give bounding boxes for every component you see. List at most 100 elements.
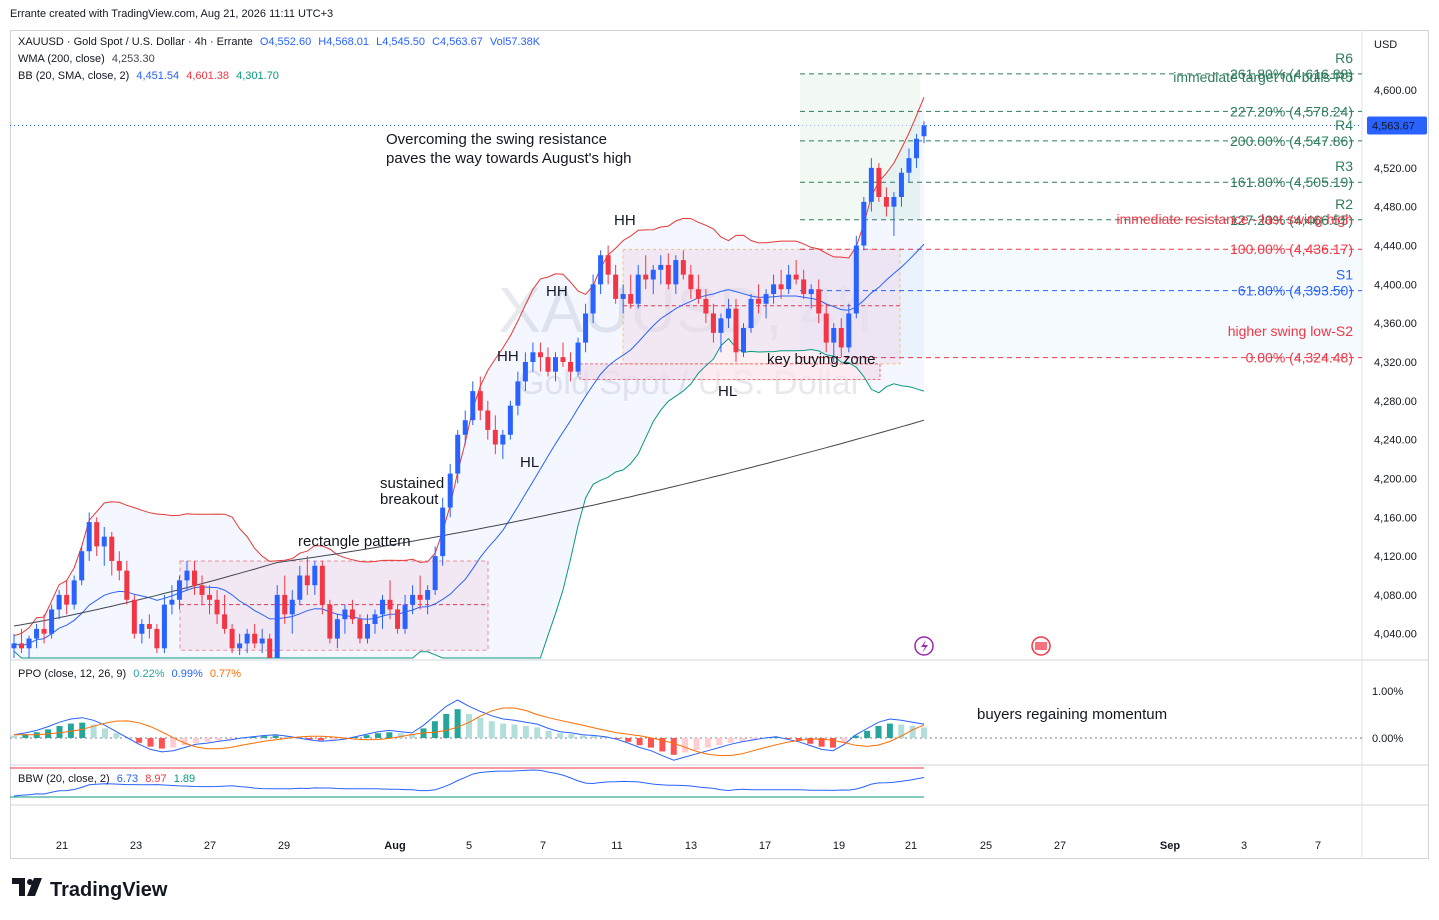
candle-body [786,274,792,290]
us-flag-glyph [1035,642,1047,650]
candle-body [861,201,867,246]
price-tick-label: 4,120.00 [1374,551,1417,563]
ppo-hist-bar [716,738,723,746]
candle-body [492,429,498,445]
ppo-hist-bar [113,733,120,738]
ppo-hist-bar [648,738,654,748]
bbw-value-1: 6.73 [116,773,139,785]
candle-body [327,604,333,639]
candle-body [575,342,581,372]
time-axis[interactable]: 21 23 27 29 Aug 5 7 11 13 17 19 21 25 27 Sep 3 7 [56,840,1321,852]
candle-body [853,245,859,314]
candle-body [447,473,453,508]
pivot-label: R6 [1335,50,1353,66]
bb-lower-line [13,337,925,659]
candle-body [522,361,528,382]
ppo-hist-bar [147,738,154,747]
ppo-hist-bar [215,738,222,741]
candle-body [763,294,769,304]
high-value: H4,568.01 [318,36,370,48]
wma-legend[interactable]: WMA (200, close) 4,253.30 [18,53,155,65]
fib-level-label: 100.00% (4,436.17) [1230,241,1353,257]
candle-body [410,594,416,605]
ppo-pane: 1.00% 0.00% [10,686,1403,761]
candle-body [146,624,152,629]
candle-body [545,357,551,372]
candle-body [906,158,912,173]
candle-body [793,274,799,280]
candle-body [244,633,250,644]
ppo-hist-bar [204,738,211,742]
ppo-hist-bar [636,738,643,746]
ppo-hist-value: 0.22% [133,668,165,680]
time-tick-label: 17 [759,840,771,852]
ppo-hist-bar [864,730,871,738]
candle-body [41,628,47,634]
ppo-hist-bar [727,738,734,743]
candle-body [913,138,919,159]
tradingview-logo[interactable]: TradingView [12,878,167,902]
price-tick-label: 4,160.00 [1374,512,1417,524]
candle-body [838,328,844,348]
candle-body [71,580,77,605]
bb-legend[interactable]: BB (20, SMA, close, 2) 4,451.54 4,601.38… [18,70,279,82]
candle-body [372,614,378,625]
candle-body [470,391,476,421]
time-tick-label: 5 [466,840,472,852]
ppo-hist-bar [830,738,836,748]
symbol-label[interactable]: XAUUSD · Gold Spot / U.S. Dollar · 4h · … [18,36,253,48]
candle-body [748,298,754,329]
candle-body [808,289,814,295]
price-tick-label: 4,080.00 [1374,590,1417,602]
candle-body [259,638,265,644]
candle-body [507,405,513,435]
annotation-rectangle-pattern: rectangle pattern [298,533,411,550]
price-axis[interactable]: USD 4,040.00 4,080.00 4,120.00 4,160.00 4,200… [1367,39,1427,641]
ppo-label: PPO (close, 12, 26, 9) [18,668,127,680]
ppo-hist-bar [522,726,529,738]
candle-body [319,565,325,605]
ppo-hist-bar [409,734,416,738]
label-hh: HH [497,348,519,365]
tv-logo-text: TradingView [50,878,168,901]
pivot-label: R3 [1335,158,1353,174]
price-tick-label: 4,360.00 [1374,318,1417,330]
candle-body [605,255,611,275]
time-tick-label: 13 [685,840,697,852]
candle-body [756,298,762,304]
ppo-hist-bar [591,736,598,738]
candle-body [462,420,468,435]
ppo-hist-bar [11,735,17,738]
candle-body [395,609,401,629]
ppo-hist-bar [818,738,825,747]
label-hh: HH [614,212,636,229]
candle-body [161,604,167,649]
bbw-legend[interactable]: BBW (20, close, 2) 6.73 8.97 1.89 [18,773,195,785]
ppo-hist-bar [670,738,677,755]
candle-body [289,599,295,615]
candle-body [695,289,701,299]
time-tick-label: 7 [1315,840,1321,852]
time-tick-label: 29 [278,840,290,852]
annotation-breakout-line1: sustained [380,475,444,492]
tv-logo-icon [12,878,44,902]
candle-body [214,599,220,615]
annotation-key-buying-zone: key buying zone [767,351,875,368]
candle-body [816,289,822,314]
candle-body [771,284,777,295]
candle-body [34,628,40,639]
fib-level-label: 200.00% (4,547.86) [1230,133,1353,149]
pivot-label: S1 [1336,267,1353,283]
ppo-hist-bar [625,738,632,742]
main-plot: XAUUSD, 4hGold Spot / U.S. Dollar [10,30,1429,859]
pivot-label: R4 [1335,117,1353,133]
open-value: O4,552.60 [259,36,312,48]
candle-body [530,352,536,362]
key-buying-zone-box [579,363,881,380]
ppo-hist-bar [329,738,336,740]
ppo-legend[interactable]: PPO (close, 12, 26, 9) 0.22% 0.99% 0.77% [18,668,241,680]
ppo-hist-bar [318,738,325,741]
candle-body [643,274,649,280]
annotation-title-line1: Overcoming the swing resistance [386,131,607,148]
